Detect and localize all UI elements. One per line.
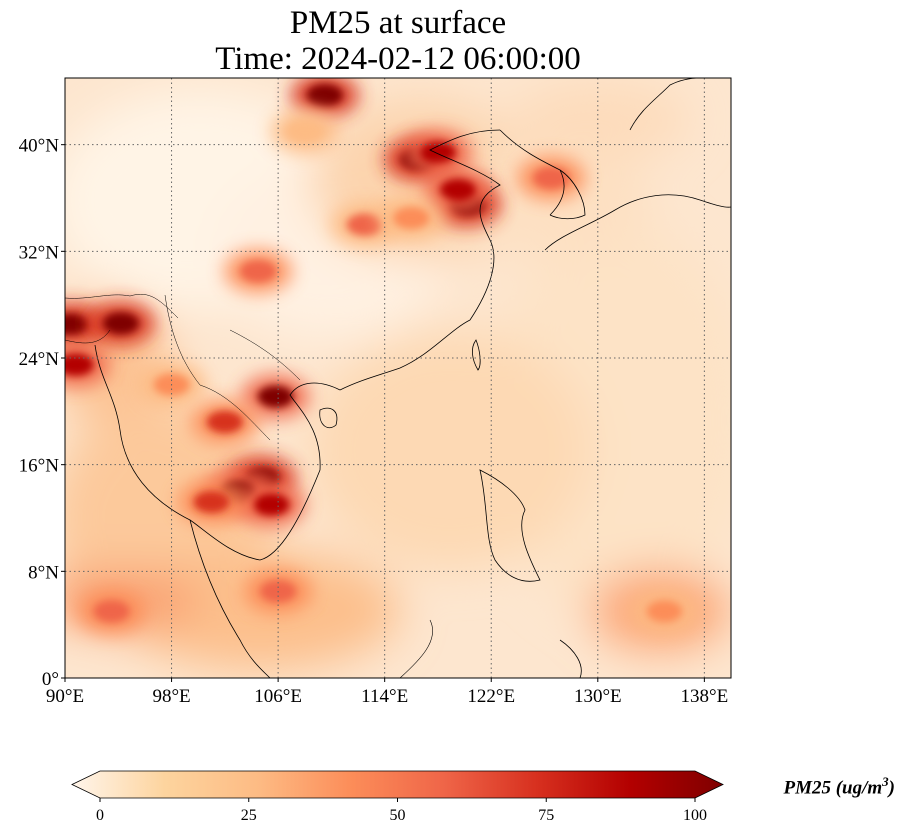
pm25-hotspot: [86, 301, 155, 346]
pm25-hotspot: [177, 480, 246, 524]
chart-title: PM25 at surface: [289, 5, 507, 41]
colorbar-tick-label: 25: [241, 807, 257, 824]
pm25-hotspot: [290, 78, 359, 118]
pm25-hotspot: [423, 168, 492, 212]
lat-tick-label: 0°: [42, 669, 59, 690]
map-frame: [64, 77, 732, 679]
colorbar-tick-label: 75: [538, 807, 554, 824]
lon-tick-label: 90°E: [46, 686, 84, 707]
lat-tick-label: 40°N: [19, 136, 60, 157]
colorbar-tick-label: 0: [96, 807, 104, 824]
coastlines: [65, 78, 731, 678]
lon-tick-label: 122°E: [467, 686, 515, 707]
lat-tick-label: 8°N: [28, 562, 59, 583]
colorbar-label: PM25 (ug/m3): [783, 774, 895, 799]
map-panel: [65, 78, 731, 678]
pm25-hotspot: [517, 156, 586, 200]
colorbar-ticks: 0 25 50 75 100: [96, 798, 707, 824]
lat-tick-label: 24°N: [19, 349, 60, 370]
lat-tick-label: 32°N: [19, 242, 60, 263]
longitude-tick-labels: 90°E 98°E 106°E 114°E 122°E 130°E 138°E: [46, 678, 728, 707]
latitude-tick-labels: 0° 8°N 16°N 24°N 32°N 40°N: [19, 136, 65, 690]
pm25-hotspot: [630, 589, 699, 634]
lon-tick-label: 114°E: [361, 686, 408, 707]
gridlines: [65, 78, 731, 678]
lon-tick-label: 130°E: [574, 686, 622, 707]
colorbar-tick-label: 100: [683, 807, 707, 824]
lon-tick-label: 98°E: [152, 686, 190, 707]
pm25-hotspot: [241, 374, 310, 419]
pm25-hotspot: [403, 130, 472, 175]
chart-subtitle-time: Time: 2024-02-12 06:00:00: [215, 41, 581, 77]
colorbar: 0 25 50 75 100: [71, 770, 724, 824]
colorbar-tick-label: 50: [390, 807, 406, 824]
pm25-hotspot: [65, 342, 110, 387]
pm25-hotspot: [224, 249, 293, 294]
lon-tick-label: 138°E: [681, 686, 729, 707]
lat-tick-label: 16°N: [19, 456, 60, 477]
pm25-hotspot: [270, 109, 339, 154]
lon-tick-label: 106°E: [254, 686, 302, 707]
pm25-hotspot: [377, 196, 446, 240]
colorbar-gradient: [71, 770, 724, 799]
pm25-hotspot: [237, 482, 306, 527]
pm25-hotspot: [77, 589, 146, 634]
pm25-hotspot: [190, 400, 259, 444]
